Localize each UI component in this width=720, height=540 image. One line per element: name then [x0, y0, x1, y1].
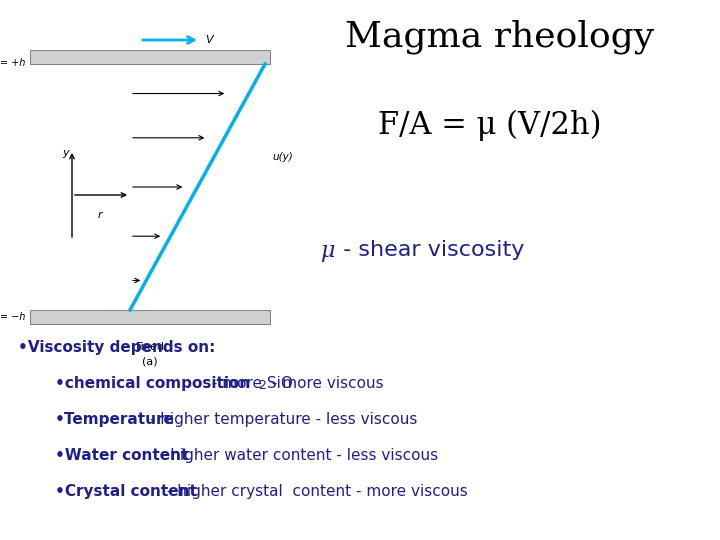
Text: u(y): u(y)	[272, 152, 293, 163]
Text: y = +h: y = +h	[0, 58, 26, 68]
Text: Magma rheology: Magma rheology	[346, 20, 654, 55]
Text: - more viscous: - more viscous	[267, 376, 384, 391]
Bar	[30, 50, 270, 64]
Text: •chemical composition: •chemical composition	[55, 376, 251, 391]
Text: - shear viscosity: - shear viscosity	[336, 240, 524, 260]
Text: y = −h: y = −h	[0, 312, 26, 322]
Text: •Temperature: •Temperature	[55, 412, 175, 427]
Text: r: r	[98, 210, 102, 220]
Text: - more SiO: - more SiO	[207, 376, 293, 391]
Text: 2: 2	[258, 379, 266, 392]
Text: - higher crystal  content - more viscous: - higher crystal content - more viscous	[162, 484, 468, 499]
Text: - higher water content - less viscous: - higher water content - less viscous	[155, 448, 438, 463]
Text: •Crystal content: •Crystal content	[55, 484, 197, 499]
Text: - higher temperature - less viscous: - higher temperature - less viscous	[145, 412, 418, 427]
Text: •Water content: •Water content	[55, 448, 189, 463]
Text: V: V	[205, 35, 212, 45]
Text: μ: μ	[320, 240, 335, 262]
Text: y: y	[63, 148, 69, 158]
Text: (a): (a)	[142, 356, 158, 366]
Text: Fixed: Fixed	[135, 342, 164, 352]
Text: •Viscosity depends on:: •Viscosity depends on:	[18, 340, 215, 355]
Text: F/A = μ (V/2h): F/A = μ (V/2h)	[378, 110, 602, 141]
Bar	[30, 310, 270, 324]
